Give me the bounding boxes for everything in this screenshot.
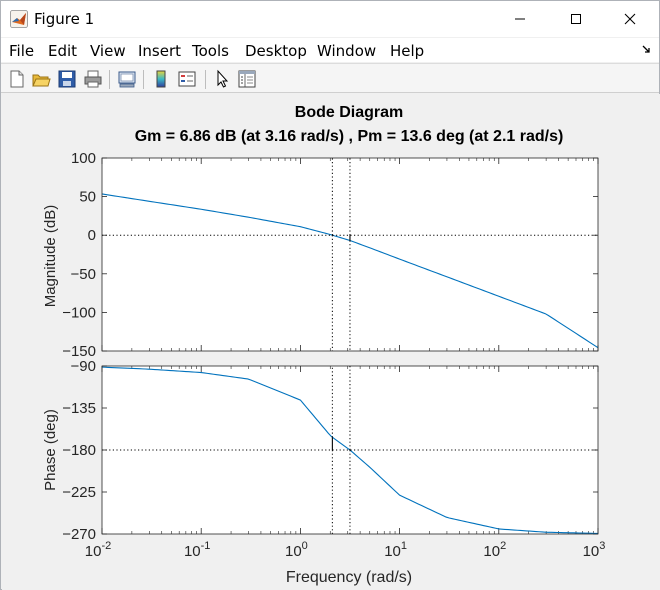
mag-ytick-label: −50: [71, 266, 96, 283]
title-bar[interactable]: Figure 1: [1, 1, 659, 37]
magnitude-layer: 100 50 0 −50 −100 −150: [62, 150, 599, 360]
mag-ytick-label: −100: [62, 304, 96, 321]
new-figure-icon[interactable]: [7, 69, 27, 89]
window-title: Figure 1: [34, 10, 95, 28]
edit-plot-icon[interactable]: [213, 69, 233, 89]
frequency-axis-label: Frequency (rad/s): [286, 569, 412, 586]
mag-ytick-label: 100: [71, 150, 96, 167]
mag-ytick-label: 50: [79, 189, 96, 206]
menu-insert[interactable]: Insert: [138, 42, 182, 60]
phase-ytick-label: −225: [62, 484, 96, 501]
phase-ytick-label: −180: [62, 442, 96, 459]
dock-arrow-icon[interactable]: [641, 44, 651, 54]
figure-canvas[interactable]: Bode Diagram Gm = 6.86 dB (at 3.16 rad/s…: [2, 94, 660, 590]
x-tick-label: 10-2: [85, 540, 111, 560]
property-inspector-icon[interactable]: [237, 69, 257, 89]
menu-tools[interactable]: Tools: [192, 42, 229, 60]
minimize-icon: [515, 18, 525, 20]
maximize-icon: [571, 14, 581, 24]
x-tick-label: 100: [285, 540, 308, 560]
open-file-icon[interactable]: [31, 69, 51, 89]
mag-ytick-label: 0: [88, 227, 96, 244]
mag-axes-frame: [101, 157, 599, 352]
close-button[interactable]: [607, 1, 653, 37]
menu-file[interactable]: File: [9, 42, 35, 60]
magnitude-axis-label: Magnitude (dB): [42, 205, 59, 308]
toolbar-separator: [205, 70, 206, 89]
menu-desktop[interactable]: Desktop: [245, 42, 307, 60]
close-icon: [624, 13, 636, 25]
colorbar-icon[interactable]: [151, 69, 171, 89]
x-tick-labels: 10-2 10-1 100 101 102 103: [85, 540, 606, 560]
menu-window[interactable]: Window: [317, 42, 377, 60]
toolbar-separator: [109, 70, 110, 89]
x-tick-label: 101: [384, 540, 407, 560]
menu-edit[interactable]: Edit: [48, 42, 78, 60]
figure-toolbar: [1, 63, 659, 93]
phase-layer: −90 −135 −180 −225 −270: [62, 358, 599, 543]
menu-view[interactable]: View: [90, 42, 126, 60]
x-tick-label: 103: [583, 540, 606, 560]
print-icon[interactable]: [83, 69, 103, 89]
link-plot-icon[interactable]: [117, 69, 137, 89]
phase-axis-label: Phase (deg): [42, 409, 59, 491]
phase-ytick-label: −90: [71, 358, 96, 375]
x-tick-label: 102: [483, 540, 506, 560]
phase-axes-frame: [101, 365, 599, 535]
phase-ytick-label: −135: [62, 400, 96, 417]
minimize-button[interactable]: [497, 1, 543, 37]
menu-bar: File Edit View Insert Tools Desktop Wind…: [1, 38, 659, 62]
magnitude-axes[interactable]: [102, 158, 598, 351]
maximize-button[interactable]: [553, 1, 599, 37]
plot-title: Bode Diagram: [295, 104, 403, 121]
legend-icon[interactable]: [177, 69, 197, 89]
menu-help[interactable]: Help: [390, 42, 425, 60]
toolbar-separator: [143, 70, 144, 89]
phase-ytick-label: −270: [62, 526, 96, 543]
bode-plot[interactable]: Bode Diagram Gm = 6.86 dB (at 3.16 rad/s…: [2, 94, 660, 590]
mag-ytick-label: −150: [62, 343, 96, 360]
x-tick-label: 10-1: [184, 540, 210, 560]
plot-subtitle: Gm = 6.86 dB (at 3.16 rad/s) , Pm = 13.6…: [135, 128, 564, 145]
save-icon[interactable]: [57, 69, 77, 89]
matlab-logo-icon: [10, 10, 28, 28]
